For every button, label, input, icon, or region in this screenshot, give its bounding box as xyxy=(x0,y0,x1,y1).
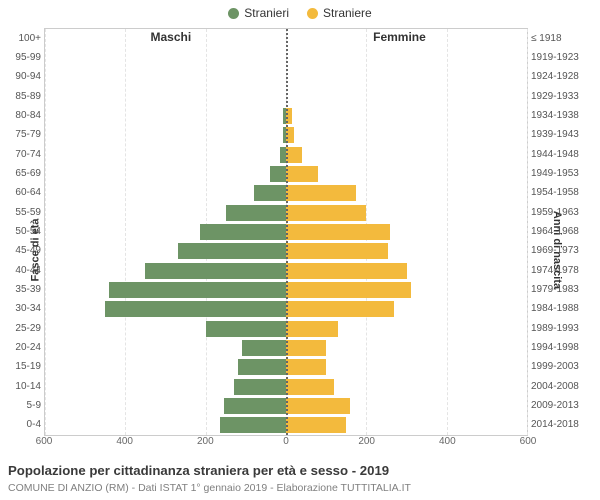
bar-male xyxy=(220,417,286,433)
birth-year-label: 1939-1943 xyxy=(527,130,579,140)
birth-year-label: 2009-2013 xyxy=(527,401,579,411)
birth-year-label: 1934-1938 xyxy=(527,111,579,121)
age-label: 75-79 xyxy=(15,130,45,140)
birth-year-label: 1979-1983 xyxy=(527,285,579,295)
age-label: 20-24 xyxy=(15,343,45,353)
age-label: 30-34 xyxy=(15,304,45,314)
bar-female xyxy=(286,398,350,414)
age-label: 10-14 xyxy=(15,382,45,392)
age-label: 55-59 xyxy=(15,208,45,218)
birth-year-label: ≤ 1918 xyxy=(527,34,562,44)
bar-male xyxy=(200,224,286,240)
bar-male xyxy=(226,205,286,221)
bar-female xyxy=(286,147,302,163)
birth-year-label: 2014-2018 xyxy=(527,420,579,430)
bar-male xyxy=(178,243,286,259)
swatch-female xyxy=(307,8,318,19)
bar-female xyxy=(286,243,388,259)
bar-male xyxy=(270,166,286,182)
bar-male xyxy=(224,398,286,414)
age-label: 70-74 xyxy=(15,150,45,160)
age-label: 40-44 xyxy=(15,266,45,276)
age-label: 45-49 xyxy=(15,246,45,256)
birth-year-label: 1959-1963 xyxy=(527,208,579,218)
age-label: 95-99 xyxy=(15,53,45,63)
birth-year-label: 1924-1928 xyxy=(527,72,579,82)
age-label: 100+ xyxy=(18,34,45,44)
age-label: 65-69 xyxy=(15,169,45,179)
bar-female xyxy=(286,417,346,433)
bar-female xyxy=(286,224,390,240)
bar-female xyxy=(286,359,326,375)
birth-year-label: 2004-2008 xyxy=(527,382,579,392)
birth-year-label: 1989-1993 xyxy=(527,324,579,334)
bar-female xyxy=(286,379,334,395)
bar-female xyxy=(286,185,356,201)
bar-male xyxy=(254,185,286,201)
birth-year-label: 1969-1973 xyxy=(527,246,579,256)
swatch-male xyxy=(228,8,239,19)
chart-title: Popolazione per cittadinanza straniera p… xyxy=(8,463,389,478)
birth-year-label: 1929-1933 xyxy=(527,92,579,102)
bar-male xyxy=(105,301,286,317)
age-label: 15-19 xyxy=(15,362,45,372)
x-tick: 600 xyxy=(520,436,537,447)
bar-male xyxy=(109,282,286,298)
birth-year-label: 1919-1923 xyxy=(527,53,579,63)
age-label: 5-9 xyxy=(27,401,45,411)
x-tick: 400 xyxy=(116,436,133,447)
x-axis: 6004002000200400600 xyxy=(44,436,528,450)
bar-male xyxy=(234,379,286,395)
legend-item-male: Stranieri xyxy=(228,6,289,20)
legend-label-male: Stranieri xyxy=(244,6,289,20)
bar-male xyxy=(145,263,286,279)
x-tick: 600 xyxy=(36,436,53,447)
age-label: 90-94 xyxy=(15,72,45,82)
legend-label-female: Straniere xyxy=(323,6,372,20)
center-line xyxy=(286,29,288,435)
birth-year-label: 1999-2003 xyxy=(527,362,579,372)
bar-female xyxy=(286,282,411,298)
legend-item-female: Straniere xyxy=(307,6,372,20)
bar-male xyxy=(238,359,286,375)
bar-female xyxy=(286,263,407,279)
age-label: 60-64 xyxy=(15,188,45,198)
birth-year-label: 1954-1958 xyxy=(527,188,579,198)
bar-female xyxy=(286,205,366,221)
bar-male xyxy=(242,340,286,356)
birth-year-label: 1994-1998 xyxy=(527,343,579,353)
birth-year-label: 1964-1968 xyxy=(527,227,579,237)
birth-year-label: 1944-1948 xyxy=(527,150,579,160)
bar-female xyxy=(286,321,338,337)
x-tick: 200 xyxy=(358,436,375,447)
x-tick: 0 xyxy=(283,436,289,447)
chart-plot-area: 0-42014-20185-92009-201310-142004-200815… xyxy=(44,28,528,436)
age-label: 0-4 xyxy=(27,420,45,430)
birth-year-label: 1974-1978 xyxy=(527,266,579,276)
birth-year-label: 1949-1953 xyxy=(527,169,579,179)
bar-female xyxy=(286,340,326,356)
bar-female xyxy=(286,166,318,182)
x-tick: 400 xyxy=(439,436,456,447)
legend: Stranieri Straniere xyxy=(0,0,600,20)
bar-female xyxy=(286,301,394,317)
age-label: 80-84 xyxy=(15,111,45,121)
birth-year-label: 1984-1988 xyxy=(527,304,579,314)
age-label: 35-39 xyxy=(15,285,45,295)
x-tick: 200 xyxy=(197,436,214,447)
bar-male xyxy=(206,321,286,337)
age-label: 50-54 xyxy=(15,227,45,237)
chart-subtitle: COMUNE DI ANZIO (RM) - Dati ISTAT 1° gen… xyxy=(8,482,411,494)
age-label: 85-89 xyxy=(15,92,45,102)
age-label: 25-29 xyxy=(15,324,45,334)
